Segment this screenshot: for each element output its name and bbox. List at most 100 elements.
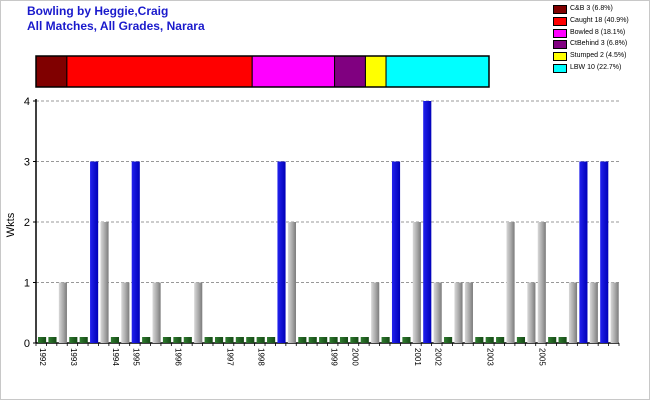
legend-label: Caught 18 (40.9%) (570, 16, 629, 24)
bar-zero (308, 337, 317, 343)
bar-zero (329, 337, 338, 343)
y-tick-label: 1 (24, 278, 30, 290)
y-tick-label: 4 (24, 96, 30, 108)
legend-swatch (553, 40, 567, 50)
legend-swatch (553, 16, 567, 26)
bar-high (277, 161, 286, 343)
bar-zero (79, 337, 88, 343)
x-year-label: 1996 (173, 348, 182, 366)
x-year-label: 1997 (225, 348, 234, 366)
bar-zero (110, 337, 119, 343)
legend-label: LBW 10 (22.7%) (570, 63, 622, 71)
x-year-label: 1993 (69, 348, 78, 366)
x-year-label: 1992 (38, 348, 47, 366)
bar-zero (173, 337, 182, 343)
x-year-label: 2001 (413, 348, 422, 366)
bar-zero (496, 337, 505, 343)
x-year-label: 1998 (257, 348, 266, 366)
bar-zero (225, 337, 234, 343)
bar-high (391, 161, 401, 343)
bar-zero (548, 337, 557, 343)
chart-title-line2: All Matches, All Grades, Narara (27, 19, 205, 33)
bar-mid (454, 282, 463, 343)
x-year-label: 1995 (132, 348, 141, 366)
y-tick-label: 0 (24, 338, 30, 350)
legend-item: Caught 18 (40.9%) (553, 16, 648, 26)
bar-zero (214, 337, 224, 343)
bar-zero (381, 337, 390, 343)
x-year-label: 2002 (434, 348, 443, 366)
bar-mid (58, 282, 67, 343)
y-axis-label: Wkts (5, 212, 17, 237)
stack-segment-cb (35, 55, 68, 88)
bar-high (579, 161, 588, 343)
legend-swatch (553, 52, 567, 62)
x-year-label: 2003 (486, 348, 495, 366)
stack-segment-stumped (364, 55, 387, 88)
x-year-label: 1999 (330, 348, 339, 366)
bar-zero (339, 337, 349, 343)
chart-title-line1: Bowling by Heggie,Craig (27, 4, 169, 18)
bar-mid (537, 222, 546, 343)
bar-high (131, 161, 140, 343)
bar-high (90, 161, 99, 343)
bar-mid (610, 282, 619, 343)
bar-zero (246, 337, 255, 343)
bar-zero (558, 337, 567, 343)
legend-item: Stumped 2 (4.5%) (553, 51, 648, 62)
stack-segment-bowled (251, 55, 336, 88)
bar-zero (402, 337, 411, 343)
legend-label: Bowled 8 (18.1%) (570, 28, 626, 36)
bar-zero (142, 337, 151, 343)
legend-item: LBW 10 (22.7%) (553, 63, 648, 73)
bar-zero (475, 337, 484, 343)
bar-zero (256, 337, 265, 343)
legend-swatch (553, 5, 567, 14)
x-year-label: 1994 (111, 348, 120, 366)
bar-mid (152, 282, 161, 343)
bar-mid (121, 282, 130, 343)
y-tick-label: 2 (24, 217, 30, 229)
stack-segment-caught (66, 55, 253, 88)
bar-zero (183, 337, 192, 343)
bar-high (600, 161, 609, 343)
bar-zero (516, 337, 526, 343)
stack-segment-ctbehind (334, 55, 366, 88)
legend-swatch (553, 28, 567, 38)
bar-zero (235, 337, 244, 343)
legend-item: Bowled 8 (18.1%) (553, 28, 648, 38)
legend-item: C&B 3 (6.8%) (553, 4, 648, 14)
legend-item: CtBehind 3 (6.8%) (553, 39, 648, 50)
bar-zero (350, 337, 359, 343)
legend-label: Stumped 2 (4.5%) (570, 52, 627, 60)
bar-zero (319, 337, 328, 343)
y-tick-label: 3 (24, 157, 30, 169)
bar-mid (100, 222, 109, 343)
bar-zero (48, 337, 57, 343)
bar-mid (412, 222, 421, 343)
bar-mid (568, 282, 578, 343)
bar-zero (162, 337, 172, 343)
bar-mid (589, 282, 598, 343)
bar-zero (204, 337, 213, 343)
bar-zero (38, 337, 47, 343)
legend: C&B 3 (6.8%) Caught 18 (40.9%) Bowled 8 (1… (553, 4, 648, 75)
bar-mid (527, 282, 536, 343)
legend-swatch (553, 63, 567, 73)
stack-segment-lbw (385, 55, 490, 88)
bar-zero (267, 337, 276, 343)
bar-zero (69, 337, 78, 343)
bar-mid (194, 282, 203, 343)
bar-mid (506, 222, 515, 343)
legend-label: CtBehind 3 (6.8%) (570, 40, 628, 48)
bar-mid (464, 282, 473, 343)
bar-mid (287, 222, 296, 343)
bar-zero (360, 337, 369, 343)
legend-label: C&B 3 (6.8%) (570, 5, 613, 12)
x-year-label: 2005 (538, 348, 547, 366)
bar-high (423, 101, 432, 343)
bar-mid (371, 282, 380, 343)
x-year-label: 2000 (350, 348, 359, 366)
